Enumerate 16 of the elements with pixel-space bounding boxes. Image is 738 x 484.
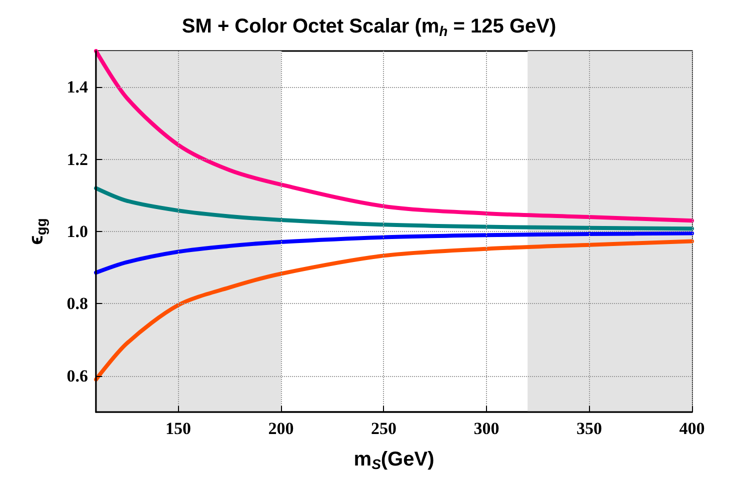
y-tick-label: 0.8: [66, 294, 88, 314]
line-series: [94, 239, 694, 382]
x-tick-label: 300: [474, 419, 500, 438]
x-tick-label: 150: [165, 419, 191, 438]
y-tick-label: 0.6: [66, 366, 88, 386]
line-series: [94, 186, 694, 231]
line-series: [94, 231, 694, 275]
x-tick-label: 200: [268, 419, 294, 438]
x-tick-label: 350: [576, 419, 602, 438]
x-tick-label: 400: [679, 419, 705, 438]
y-tick-label: 1.2: [66, 150, 88, 169]
line-series: [94, 49, 694, 223]
x-tick-label: 250: [370, 419, 396, 438]
y-tick-label: 1.0: [66, 222, 88, 241]
y-tick-label: 1.4: [66, 78, 88, 97]
y-axis-title: ϵgg: [26, 218, 49, 245]
